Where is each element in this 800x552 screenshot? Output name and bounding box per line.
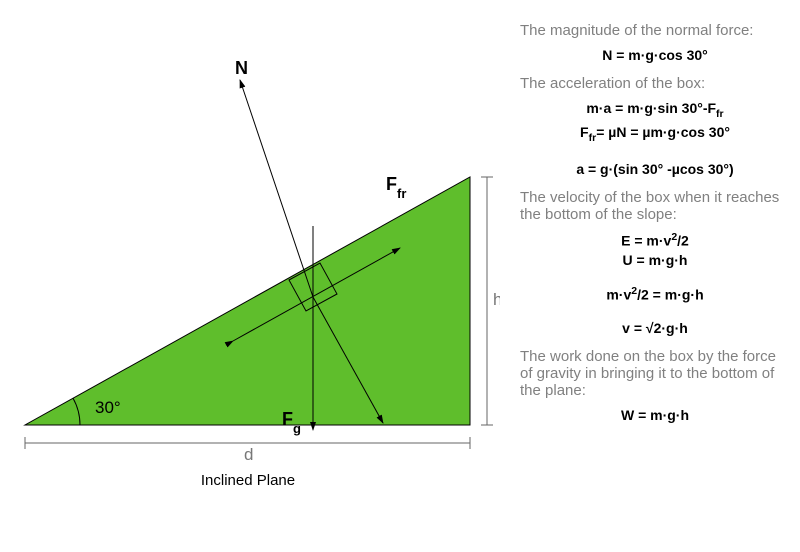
- heading-normal: The magnitude of the normal force:: [520, 22, 790, 39]
- diagram-title: Inclined Plane: [201, 472, 295, 489]
- equation-line: Ffr= µN = µm·g·cos 30°: [520, 124, 790, 144]
- equation-line: [520, 148, 790, 157]
- eq-block-acceleration: m·a = m·g·sin 30°-Ffr Ffr= µN = µm·g·cos …: [520, 100, 790, 177]
- equation-line: U = m·g·h: [520, 252, 790, 268]
- equation-line: v = √2·g·h: [520, 320, 790, 336]
- heading-acceleration: The acceleration of the box:: [520, 75, 790, 92]
- eq-block-velocity: E = m·v2/2 U = m·g·h m·v2/2 = m·g·h v = √…: [520, 231, 790, 336]
- inclined-plane-svg: 30° N Fg Ffr d h Inclined Plane: [0, 0, 500, 547]
- d-label: d: [244, 445, 253, 464]
- equation-line: [520, 307, 790, 316]
- vector-normal: [240, 80, 313, 297]
- equation-line: [520, 272, 790, 281]
- equation-line: E = m·v2/2: [520, 231, 790, 249]
- eq-block-work: W = m·g·h: [520, 407, 790, 423]
- label-Ffr: Ffr: [386, 174, 406, 201]
- triangle: [25, 177, 470, 425]
- angle-label: 30°: [95, 398, 121, 417]
- label-N: N: [235, 58, 248, 78]
- equation-line: m·a = m·g·sin 30°-Ffr: [520, 100, 790, 120]
- equations-area: The magnitude of the normal force: N = m…: [520, 10, 790, 427]
- diagram-area: 30° N Fg Ffr d h Inclined Plane: [0, 0, 500, 547]
- heading-velocity: The velocity of the box when it reaches …: [520, 189, 790, 223]
- equation-line: N = m·g·cos 30°: [520, 47, 790, 63]
- eq-block-normal: N = m·g·cos 30°: [520, 47, 790, 63]
- equation-line: m·v2/2 = m·g·h: [520, 285, 790, 303]
- equation-line: a = g·(sin 30° -µcos 30°): [520, 161, 790, 177]
- heading-work: The work done on the box by the force of…: [520, 348, 790, 399]
- h-label: h: [493, 290, 500, 309]
- equation-line: W = m·g·h: [520, 407, 790, 423]
